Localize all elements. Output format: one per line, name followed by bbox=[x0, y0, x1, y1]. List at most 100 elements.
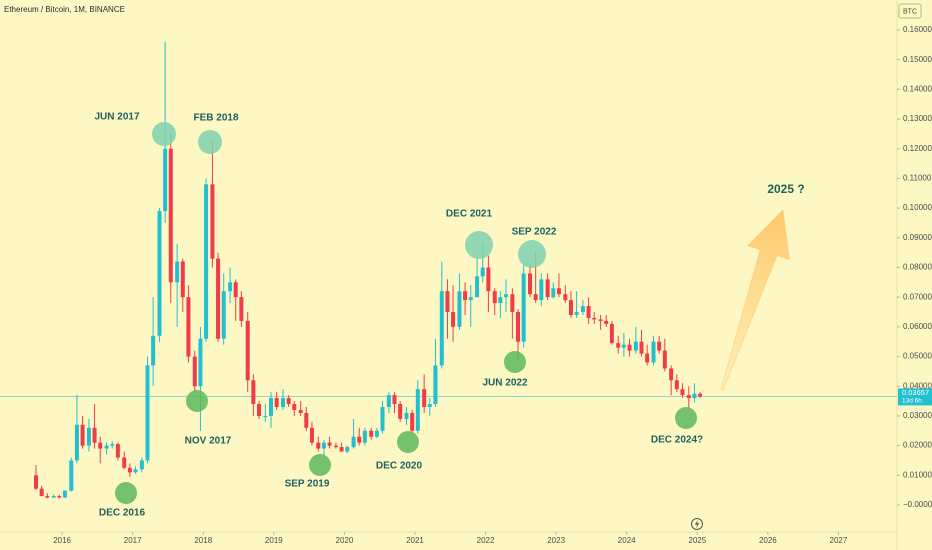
annotation-circle bbox=[397, 431, 419, 453]
annotation-circle bbox=[309, 454, 331, 476]
candle-body bbox=[269, 398, 274, 416]
candle-body bbox=[539, 279, 544, 301]
candle-body bbox=[86, 427, 91, 446]
candle-body bbox=[122, 457, 127, 468]
candle-body bbox=[192, 356, 197, 387]
candle-body bbox=[621, 344, 626, 348]
candle-body bbox=[74, 424, 79, 461]
x-tick-label: 2022 bbox=[477, 536, 495, 545]
candle-body bbox=[463, 291, 468, 301]
y-tick-label: 0.14000 bbox=[903, 84, 932, 93]
forecast-label: 2025 ? bbox=[767, 182, 804, 196]
candle-body bbox=[239, 297, 244, 321]
candle-body bbox=[263, 415, 268, 417]
annotation-label: DEC 2021 bbox=[446, 209, 493, 220]
candle-body bbox=[168, 148, 173, 283]
x-tick-label: 2025 bbox=[688, 536, 706, 545]
x-tick-label: 2023 bbox=[547, 536, 565, 545]
x-tick-label: 2017 bbox=[124, 536, 142, 545]
annotation-label: JUN 2022 bbox=[482, 378, 527, 389]
candle-body bbox=[374, 430, 379, 437]
y-tick-label: 0.16000 bbox=[903, 25, 932, 34]
candle-body bbox=[57, 496, 62, 498]
candle-body bbox=[304, 412, 309, 428]
y-tick-label: 0.12000 bbox=[903, 144, 932, 153]
candle-body bbox=[592, 317, 597, 320]
forecast-arrow bbox=[720, 208, 790, 391]
currency-box[interactable] bbox=[898, 3, 922, 19]
candle-body bbox=[433, 365, 438, 405]
candles bbox=[33, 41, 703, 499]
candle-body bbox=[475, 276, 480, 298]
candle-body bbox=[457, 291, 462, 327]
candle-body bbox=[598, 319, 603, 321]
candle-body bbox=[351, 436, 356, 448]
candle-body bbox=[281, 398, 286, 408]
candle-body bbox=[439, 291, 444, 366]
candle-body bbox=[145, 365, 150, 461]
x-tick-label: 2019 bbox=[265, 536, 283, 545]
y-tick-label: 0.05000 bbox=[903, 352, 932, 361]
candle-body bbox=[98, 442, 103, 449]
candle-body bbox=[251, 380, 256, 405]
candle-body bbox=[92, 427, 97, 443]
y-tick-label: 0.07000 bbox=[903, 292, 932, 301]
candle-body bbox=[528, 273, 533, 295]
annotation-circle bbox=[115, 482, 137, 504]
currency-label: BTC bbox=[903, 8, 917, 15]
candle-body bbox=[163, 148, 168, 212]
countdown-label: 13d 6h bbox=[902, 398, 922, 405]
y-tick-label: 0.03000 bbox=[903, 411, 932, 420]
candle-body bbox=[486, 267, 491, 292]
candle-body bbox=[362, 430, 367, 443]
candle-body bbox=[110, 444, 115, 446]
lightning-icon[interactable] bbox=[691, 518, 703, 530]
candle-body bbox=[175, 261, 180, 283]
candle-body bbox=[333, 445, 338, 448]
candle-body bbox=[139, 460, 144, 470]
candle-body bbox=[286, 398, 291, 405]
candle-body bbox=[69, 460, 74, 491]
last-price-label: 0.03657 bbox=[902, 388, 929, 397]
candle-body bbox=[633, 341, 638, 351]
candle-body bbox=[309, 427, 314, 443]
candle-body bbox=[692, 393, 697, 399]
candle-body bbox=[533, 294, 538, 301]
candle-body bbox=[228, 282, 233, 292]
candle-body bbox=[669, 368, 674, 381]
annotation-label: FEB 2018 bbox=[193, 113, 238, 124]
candle-body bbox=[492, 291, 497, 304]
chart-title: Ethereum / Bitcoin, 1M, BINANCE bbox=[4, 5, 125, 14]
candle-body bbox=[186, 297, 191, 357]
candle-body bbox=[498, 297, 503, 304]
candle-body bbox=[115, 444, 120, 458]
candle-body bbox=[233, 282, 238, 298]
candle-body bbox=[568, 300, 573, 315]
candle-body bbox=[327, 442, 332, 446]
candle-body bbox=[62, 490, 67, 498]
candle-body bbox=[245, 320, 250, 381]
candle-body bbox=[104, 445, 109, 449]
annotation-circle bbox=[675, 407, 697, 429]
y-tick-label: 0.01000 bbox=[903, 470, 932, 479]
candle-body bbox=[298, 409, 303, 413]
candle-body bbox=[410, 412, 415, 431]
candle-body bbox=[657, 341, 662, 351]
annotation-circle bbox=[465, 231, 493, 259]
candle-body bbox=[398, 404, 403, 419]
candle-body bbox=[604, 320, 609, 324]
candle-body bbox=[662, 350, 667, 369]
candle-body bbox=[563, 294, 568, 301]
candle-body bbox=[380, 407, 385, 431]
y-tick-label: 0.09000 bbox=[903, 233, 932, 242]
y-tick-label: 0.08000 bbox=[903, 263, 932, 272]
candle-body bbox=[445, 291, 450, 313]
annotation-label: SEP 2022 bbox=[512, 227, 557, 238]
candle-body bbox=[369, 430, 374, 437]
candle-body bbox=[292, 404, 297, 410]
candle-body bbox=[639, 341, 644, 354]
y-tick-label: 0.06000 bbox=[903, 322, 932, 331]
candle-body bbox=[574, 312, 579, 315]
candle-body bbox=[321, 442, 326, 449]
